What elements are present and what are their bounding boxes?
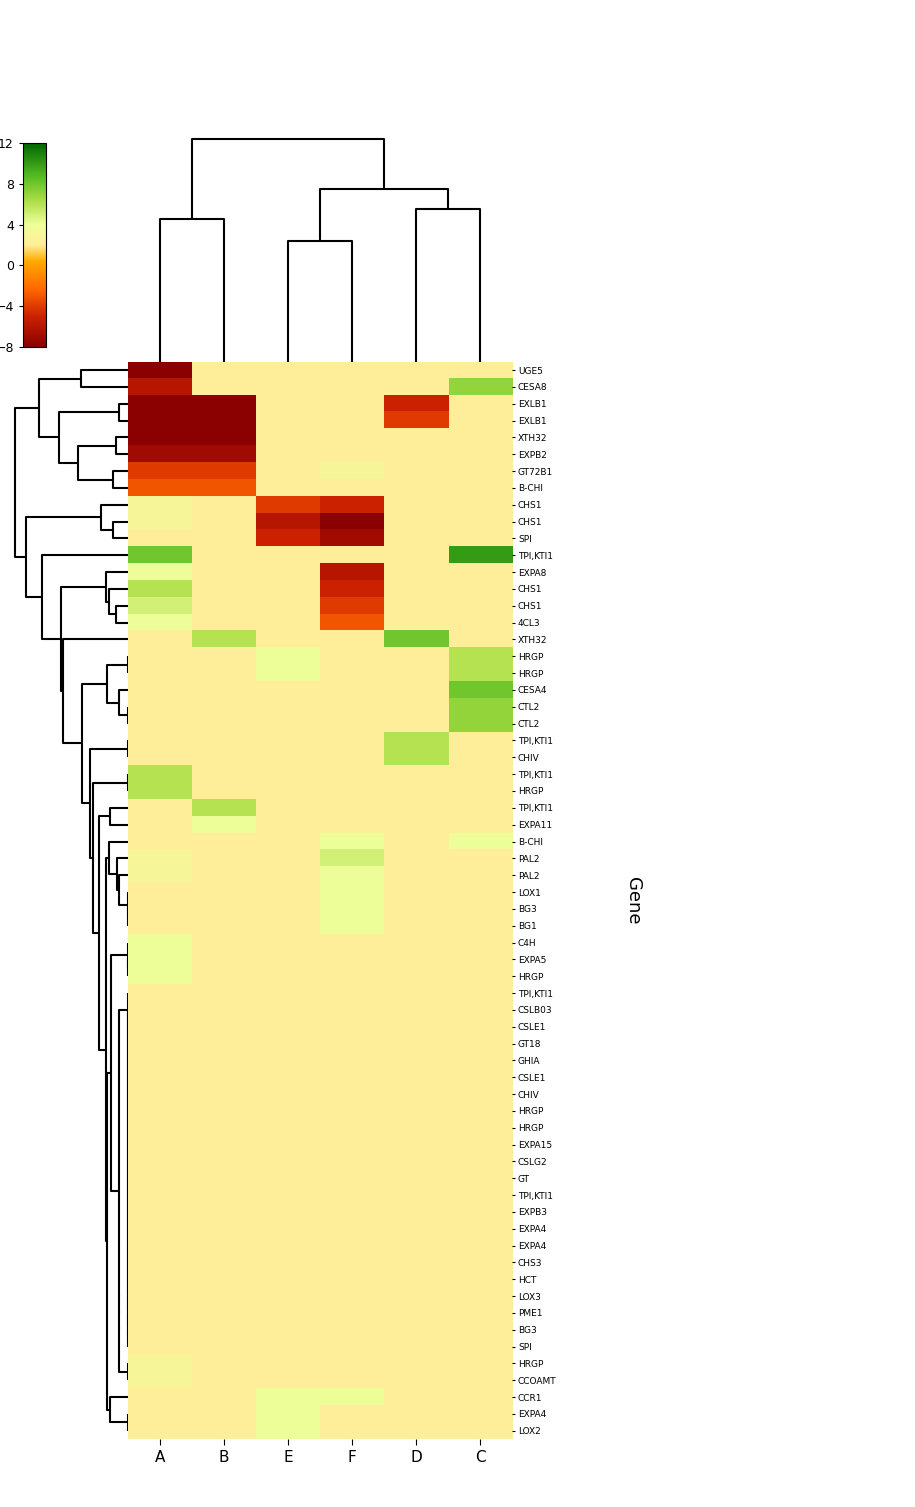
Y-axis label: Gene: Gene <box>624 877 642 924</box>
